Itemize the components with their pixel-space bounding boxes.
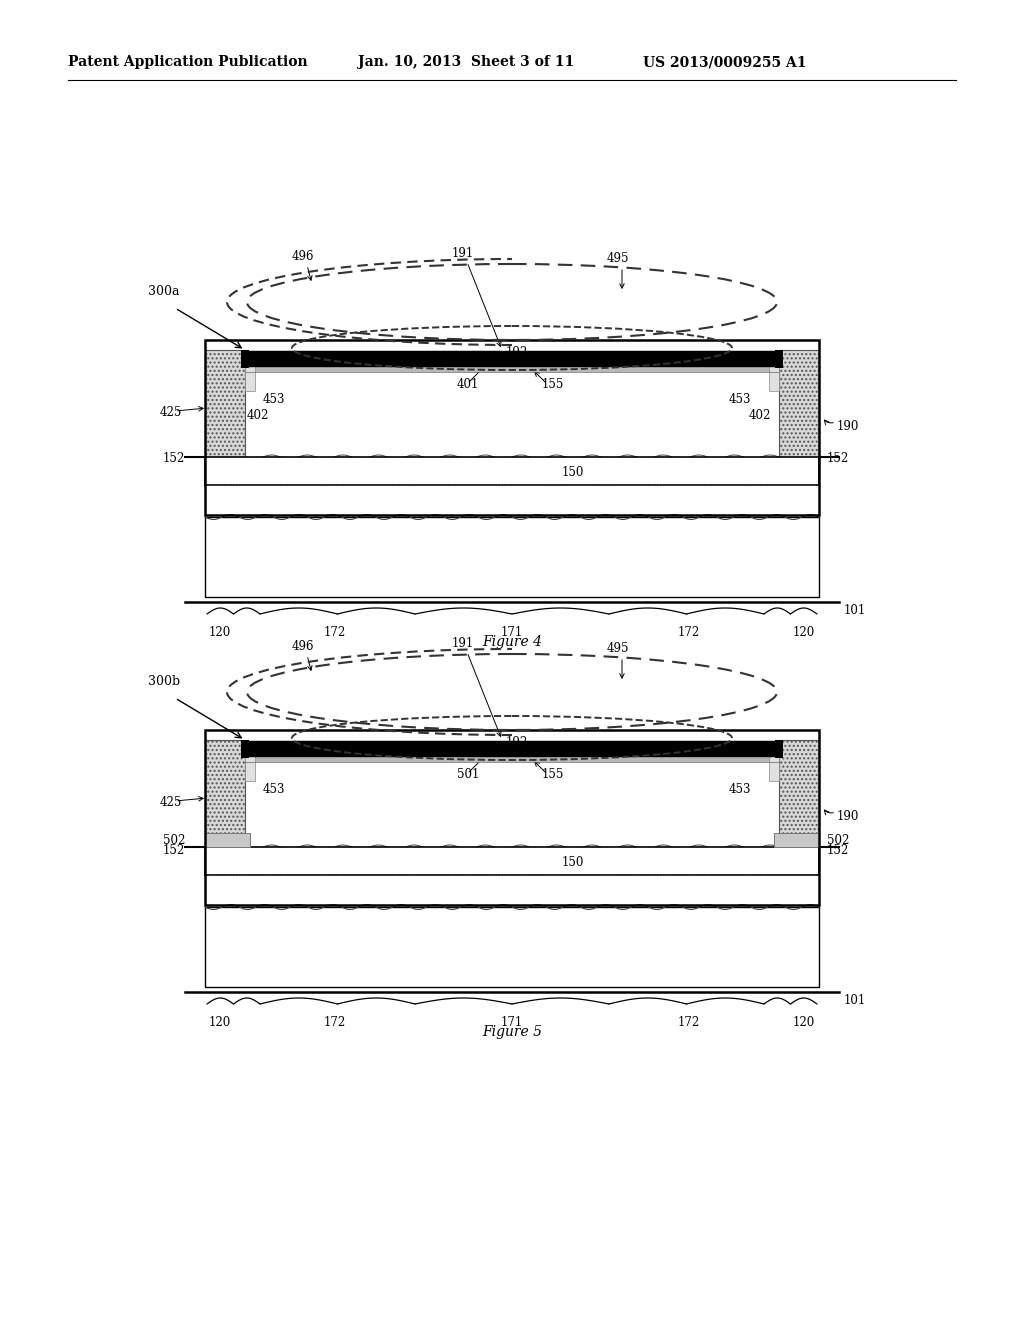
Bar: [205, 730, 819, 906]
Text: 401: 401: [457, 378, 479, 391]
Text: 152: 152: [163, 453, 185, 466]
Text: 425: 425: [160, 796, 182, 809]
Bar: [205, 907, 819, 987]
Text: Patent Application Publication: Patent Application Publication: [68, 55, 307, 69]
Bar: [245, 756, 779, 762]
Text: 495: 495: [607, 642, 630, 655]
Text: 172: 172: [678, 1016, 700, 1030]
Text: 453: 453: [263, 393, 286, 407]
Bar: [205, 730, 819, 906]
Text: 495: 495: [607, 252, 630, 265]
Bar: [205, 847, 819, 875]
Text: 496: 496: [292, 640, 314, 653]
Bar: [205, 741, 245, 847]
Bar: [245, 756, 255, 781]
Bar: [205, 833, 250, 847]
Text: 191: 191: [452, 638, 474, 649]
Text: 152: 152: [827, 453, 849, 466]
Bar: [779, 350, 819, 457]
Text: 300a: 300a: [148, 285, 179, 298]
Text: 120: 120: [793, 1016, 815, 1030]
Text: 192: 192: [506, 346, 528, 359]
Bar: [775, 350, 783, 368]
Text: 120: 120: [793, 626, 815, 639]
Text: 120: 120: [209, 626, 231, 639]
Text: 155: 155: [542, 378, 564, 391]
Text: 496: 496: [292, 249, 314, 263]
Text: 190: 190: [837, 421, 859, 433]
Bar: [205, 457, 819, 484]
Bar: [245, 366, 255, 391]
Text: 155: 155: [542, 768, 564, 781]
Bar: [774, 833, 819, 847]
Text: 101: 101: [844, 605, 866, 616]
Text: 191: 191: [452, 247, 474, 260]
Text: 152: 152: [163, 845, 185, 858]
Bar: [245, 366, 779, 372]
Text: Figure 4: Figure 4: [482, 635, 542, 649]
Text: 453: 453: [263, 783, 286, 796]
Text: 152: 152: [827, 845, 849, 858]
Bar: [769, 756, 779, 781]
Text: 502: 502: [827, 833, 849, 846]
Bar: [205, 341, 819, 515]
Text: 150: 150: [562, 857, 585, 870]
Text: 190: 190: [837, 810, 859, 824]
Text: 425: 425: [160, 407, 182, 420]
Text: 172: 172: [324, 1016, 346, 1030]
Text: 172: 172: [678, 626, 700, 639]
Text: 402: 402: [247, 409, 269, 422]
Text: Figure 5: Figure 5: [482, 1026, 542, 1039]
Text: 172: 172: [324, 626, 346, 639]
Text: 501: 501: [457, 768, 479, 781]
Bar: [205, 517, 819, 597]
Text: 171: 171: [501, 1016, 523, 1030]
Text: 171: 171: [501, 626, 523, 639]
Bar: [775, 741, 783, 758]
Bar: [245, 352, 779, 366]
Text: 453: 453: [729, 783, 752, 796]
Bar: [241, 741, 249, 758]
Bar: [245, 742, 779, 756]
Bar: [205, 350, 245, 457]
Text: 300b: 300b: [148, 675, 180, 688]
Text: 120: 120: [209, 1016, 231, 1030]
Text: Jan. 10, 2013  Sheet 3 of 11: Jan. 10, 2013 Sheet 3 of 11: [358, 55, 574, 69]
Text: 192: 192: [506, 735, 528, 748]
Text: 402: 402: [749, 409, 771, 422]
Text: US 2013/0009255 A1: US 2013/0009255 A1: [643, 55, 807, 69]
Text: 101: 101: [844, 994, 866, 1007]
Text: 150: 150: [562, 466, 585, 479]
Bar: [779, 741, 819, 847]
Bar: [241, 350, 249, 368]
Text: 502: 502: [163, 833, 185, 846]
Bar: [205, 341, 819, 515]
Text: 453: 453: [729, 393, 752, 407]
Bar: [769, 366, 779, 391]
